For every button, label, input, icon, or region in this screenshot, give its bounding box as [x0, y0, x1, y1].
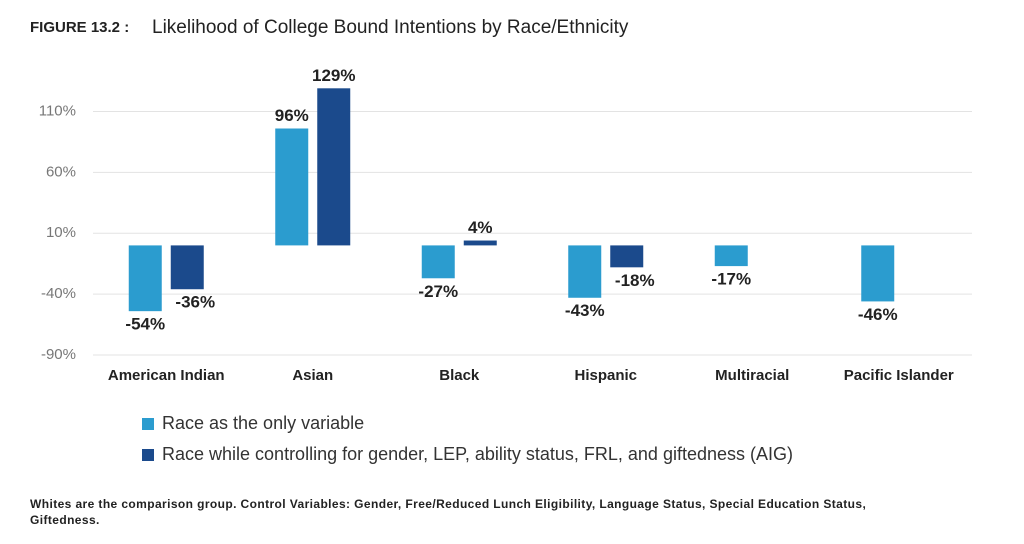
bar: [421, 245, 455, 279]
bar: [170, 245, 204, 290]
value-label: 129%: [312, 66, 355, 85]
value-label: -54%: [125, 315, 165, 334]
bar: [463, 240, 497, 246]
y-tick-label: 60%: [46, 163, 76, 180]
x-tick-label: American Indian: [108, 367, 225, 384]
value-label: -18%: [615, 271, 655, 290]
x-tick-label: Black: [439, 367, 480, 384]
value-label: -43%: [565, 301, 605, 320]
figure-label: FIGURE 13.2 :: [30, 19, 129, 36]
y-tick-label: 110%: [39, 102, 76, 119]
y-tick-label: -90%: [41, 346, 76, 363]
y-tick-label: -40%: [41, 285, 76, 302]
legend-label: Race as the only variable: [162, 413, 364, 433]
x-tick-label: Hispanic: [574, 367, 637, 384]
legend-swatch: [142, 418, 154, 430]
x-tick-label: Asian: [292, 367, 333, 384]
value-label: -46%: [858, 305, 898, 324]
legend-label: Race while controlling for gender, LEP, …: [162, 444, 793, 464]
legend-swatch: [142, 449, 154, 461]
x-tick-label: Pacific Islander: [844, 367, 954, 384]
x-tick-label: Multiracial: [715, 367, 789, 384]
value-label: -27%: [418, 282, 458, 301]
bar: [317, 88, 351, 246]
bar: [568, 245, 602, 298]
chart-title: Likelihood of College Bound Intentions b…: [152, 17, 629, 38]
value-label: 4%: [468, 218, 493, 237]
bar: [610, 245, 644, 268]
bar: [714, 245, 748, 267]
value-label: -36%: [175, 293, 215, 312]
bar: [275, 128, 309, 246]
value-label: 96%: [275, 106, 309, 125]
footnote: Whites are the comparison group. Control…: [30, 497, 867, 527]
bar: [861, 245, 895, 302]
value-label: -17%: [711, 270, 751, 289]
y-tick-label: 10%: [46, 224, 76, 241]
bar: [128, 245, 162, 312]
